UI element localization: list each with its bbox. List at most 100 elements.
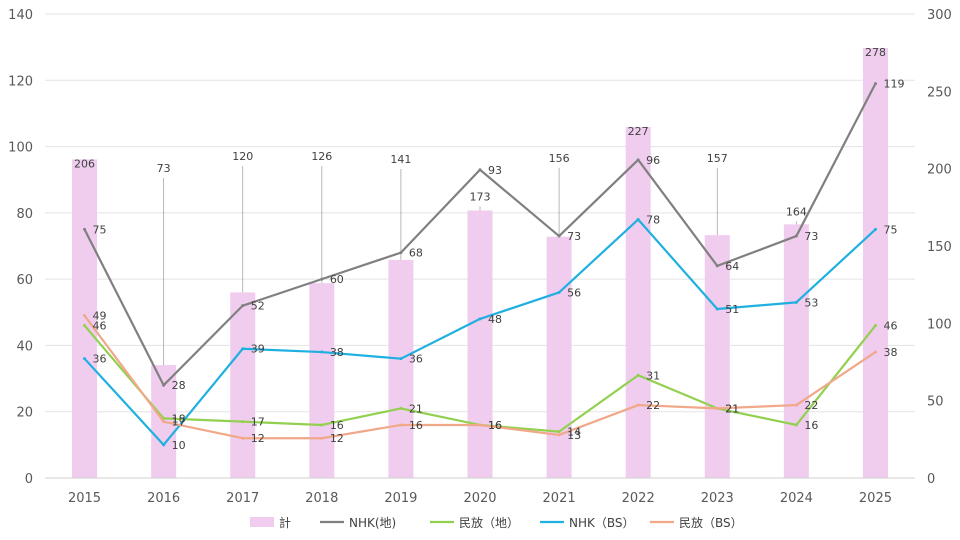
line-point [399, 357, 403, 361]
line-value-label: 16 [488, 419, 502, 432]
line-value-label: 16 [409, 419, 423, 432]
line-point [478, 168, 482, 172]
line-value-label: 36 [93, 353, 107, 366]
line-value-label: 53 [804, 296, 818, 309]
y-right-tick-label: 300 [927, 8, 952, 23]
line-point [83, 314, 87, 318]
line-point [636, 403, 640, 407]
bar-total [862, 48, 888, 478]
line-point [636, 217, 640, 221]
line-point [320, 423, 324, 427]
bar-series-total [72, 48, 888, 479]
line-point [873, 227, 877, 231]
line-value-label: 14 [567, 426, 581, 439]
bar-value-label: 156 [549, 152, 570, 165]
bar-total [625, 126, 651, 478]
x-tick-label: 2015 [68, 491, 101, 506]
bar-total [72, 159, 98, 479]
line-value-label: 73 [804, 230, 818, 243]
y-left-tick-label: 20 [16, 406, 33, 421]
line-value-label: 78 [646, 213, 660, 226]
bar-total [388, 259, 414, 478]
line-value-label: 31 [646, 369, 660, 382]
line-value-label: 21 [725, 402, 739, 415]
line-value-label: 17 [172, 416, 186, 429]
y-right-tick-label: 150 [927, 240, 952, 255]
y-right-tick-label: 0 [927, 472, 935, 487]
line-point [636, 373, 640, 377]
y-left-tick-label: 40 [16, 339, 33, 354]
line-value-label: 28 [172, 379, 186, 392]
line-value-label: 75 [93, 223, 107, 236]
x-tick-label: 2021 [543, 491, 576, 506]
line-point [399, 251, 403, 255]
line-point [399, 423, 403, 427]
line-point [478, 317, 482, 321]
x-tick-label: 2016 [147, 491, 180, 506]
x-tick-label: 2023 [701, 491, 734, 506]
bar-total [467, 210, 493, 478]
line-point [241, 420, 245, 424]
line-value-label: 49 [93, 310, 107, 323]
axes: 0 20 40 60 80 100 120 140 0 50 100 150 200 250 300 2015… [8, 8, 952, 506]
line-point [557, 430, 561, 434]
line-value-label: 13 [567, 429, 581, 442]
line-value-label: 16 [330, 419, 344, 432]
line-value-label: 39 [251, 343, 265, 356]
bar-value-label: 73 [157, 162, 171, 175]
line-point [162, 383, 166, 387]
line-value-label: 18 [172, 412, 186, 425]
y-left-tick-label: 100 [8, 141, 33, 156]
line-value-label: 38 [330, 346, 344, 359]
line-value-label: 60 [330, 273, 344, 286]
line-value-label: 12 [251, 432, 265, 445]
x-tick-label: 2022 [622, 491, 655, 506]
x-tick-label: 2025 [859, 491, 892, 506]
legend-label-line: NHK（BS） [569, 516, 635, 530]
bar-value-label: 278 [865, 46, 886, 59]
x-tick-label: 2024 [780, 491, 813, 506]
line-value-label: 68 [409, 247, 423, 260]
bar-value-label: 120 [232, 150, 253, 163]
bar-value-label: 164 [786, 205, 807, 218]
bar-value-label: 227 [628, 125, 649, 138]
bar-total [546, 236, 572, 478]
line-point [241, 436, 245, 440]
line-point [794, 423, 798, 427]
line-value-label: 38 [883, 346, 897, 359]
line-value-label: 48 [488, 313, 502, 326]
line-point [873, 350, 877, 354]
x-tick-label: 2018 [305, 491, 338, 506]
x-tick-label: 2019 [384, 491, 417, 506]
line-value-label: 22 [646, 399, 660, 412]
line-point [715, 264, 719, 268]
line-value-label: 46 [93, 320, 107, 333]
line-value-label: 46 [883, 320, 897, 333]
line-point [794, 234, 798, 238]
line-value-label: 119 [883, 78, 904, 91]
legend-label-line: 民放（BS） [679, 515, 743, 530]
line-point [162, 443, 166, 447]
line-point [794, 300, 798, 304]
legend-label-line: 民放（地） [459, 515, 519, 530]
line-value-label: 16 [488, 419, 502, 432]
line-value-label: 75 [883, 223, 897, 236]
line-point [83, 324, 87, 328]
line-point [320, 436, 324, 440]
line-point [636, 158, 640, 162]
line-value-label: 16 [804, 419, 818, 432]
legend: 計 NHK(地) 民放（地） NHK（BS） 民放（BS） [250, 515, 743, 530]
line-value-label: 93 [488, 164, 502, 177]
bar-value-label: 157 [707, 152, 728, 165]
y-left-tick-label: 0 [25, 472, 33, 487]
bar-total [230, 292, 256, 478]
y-left-tick-label: 140 [8, 8, 33, 23]
line-value-label: 21 [409, 402, 423, 415]
line-point [241, 347, 245, 351]
y-left-tick-label: 80 [16, 207, 33, 222]
line-point [320, 350, 324, 354]
bar-total [783, 224, 809, 478]
line-value-label: 51 [725, 303, 739, 316]
bar-value-label: 206 [74, 157, 95, 170]
